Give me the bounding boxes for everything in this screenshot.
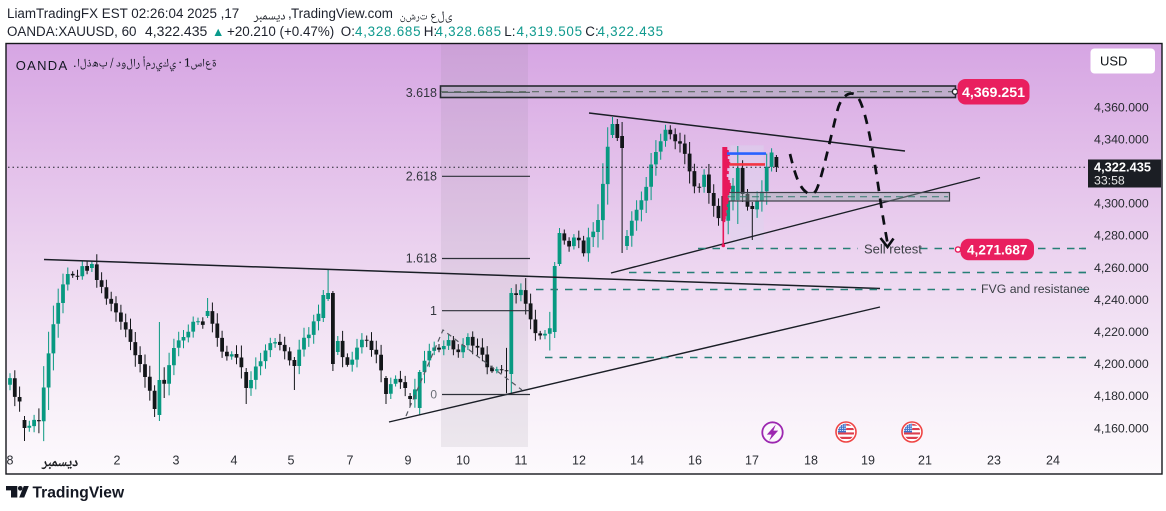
svg-text:FVG and resistance: FVG and resistance: [981, 282, 1090, 296]
svg-text:19: 19: [861, 454, 875, 468]
svg-text:4,340.000: 4,340.000: [1094, 132, 1149, 146]
svg-text:4,271.687: 4,271.687: [967, 242, 1027, 257]
svg-text:4,322.435: 4,322.435: [1094, 160, 1151, 175]
svg-text:3: 3: [173, 454, 180, 468]
svg-text:23: 23: [987, 454, 1001, 468]
svg-text:1: 1: [430, 304, 437, 318]
svg-text:9: 9: [405, 454, 412, 468]
svg-text:21: 21: [918, 454, 932, 468]
svg-text:3.618: 3.618: [406, 86, 437, 100]
svg-text:TradingView: TradingView: [33, 485, 125, 502]
svg-text:12: 12: [572, 454, 586, 468]
svg-text:4,369.251: 4,369.251: [962, 85, 1025, 101]
svg-text:11: 11: [515, 454, 528, 468]
svg-text:1.618: 1.618: [406, 252, 437, 266]
svg-text:5: 5: [288, 454, 295, 468]
svg-text:17: 17: [745, 454, 759, 468]
svg-text:4,220.000: 4,220.000: [1094, 325, 1149, 339]
svg-text:16: 16: [688, 454, 702, 468]
svg-text:4: 4: [231, 454, 238, 468]
svg-text:24: 24: [1046, 454, 1060, 468]
svg-text:4,300.000: 4,300.000: [1094, 197, 1149, 211]
svg-text:4,260.000: 4,260.000: [1094, 261, 1149, 275]
svg-text:10: 10: [456, 454, 470, 468]
svg-text:2: 2: [114, 454, 121, 468]
svg-text:7: 7: [347, 454, 354, 468]
svg-text:0: 0: [430, 388, 437, 402]
svg-text:2.618: 2.618: [406, 170, 437, 184]
svg-text:8: 8: [7, 454, 14, 468]
svg-text:4,360.000: 4,360.000: [1094, 100, 1149, 114]
svg-text:USD: USD: [1100, 54, 1127, 69]
svg-text:4,200.000: 4,200.000: [1094, 357, 1149, 371]
svg-text:Sell retest: Sell retest: [864, 242, 922, 257]
svg-text:4,240.000: 4,240.000: [1094, 293, 1149, 307]
svg-text:14: 14: [630, 454, 644, 468]
svg-text:4,280.000: 4,280.000: [1094, 229, 1149, 243]
svg-text:18: 18: [804, 454, 818, 468]
svg-text:4,160.000: 4,160.000: [1094, 421, 1149, 435]
svg-text:33:58: 33:58: [1094, 174, 1125, 188]
svg-text:4,180.000: 4,180.000: [1094, 389, 1149, 403]
